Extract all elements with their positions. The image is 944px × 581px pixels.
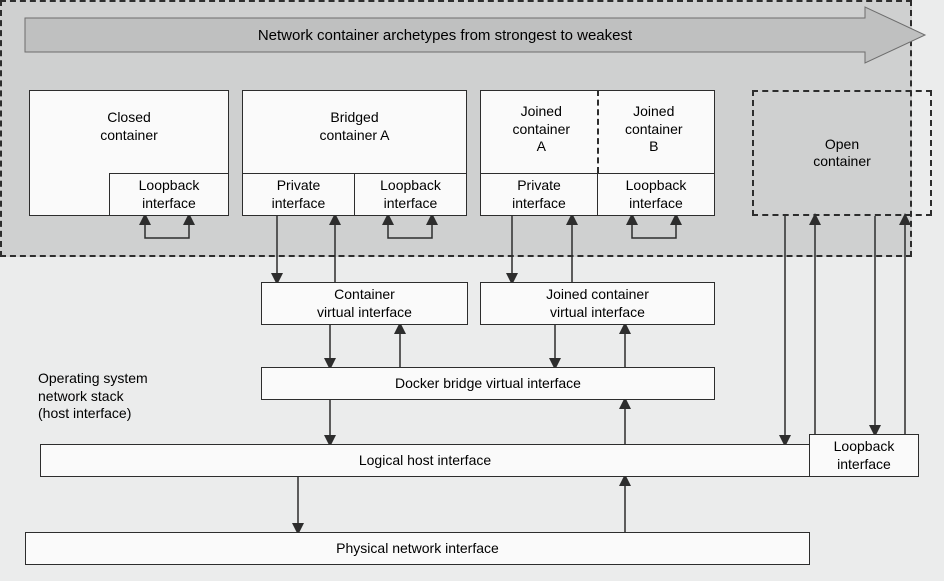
bridged-private-interface: Privateinterface [242,173,355,216]
physical-network-interface: Physical network interface [25,532,810,565]
joined-private-interface: Privateinterface [480,173,598,216]
container-virt: Containervirtual interface [261,282,468,325]
joined-loopback-interface: Loopbackinterface [597,173,715,216]
logical-host: Logical host interface [40,444,810,477]
open-container: Opencontainer [752,90,932,216]
loopback-host: Loopbackinterface [809,434,919,477]
closed-loopback-interface: Loopbackinterface [109,173,229,216]
bridged-loopback-interface: Loopbackinterface [354,173,467,216]
os-stack-label: Operating systemnetwork stack(host inter… [38,370,148,423]
joined-virt: Joined containervirtual interface [480,282,715,325]
joined-divider [597,90,599,173]
diagram-canvas: Network container archetypes from strong… [0,0,944,581]
docker-bridge: Docker bridge virtual interface [261,367,715,400]
